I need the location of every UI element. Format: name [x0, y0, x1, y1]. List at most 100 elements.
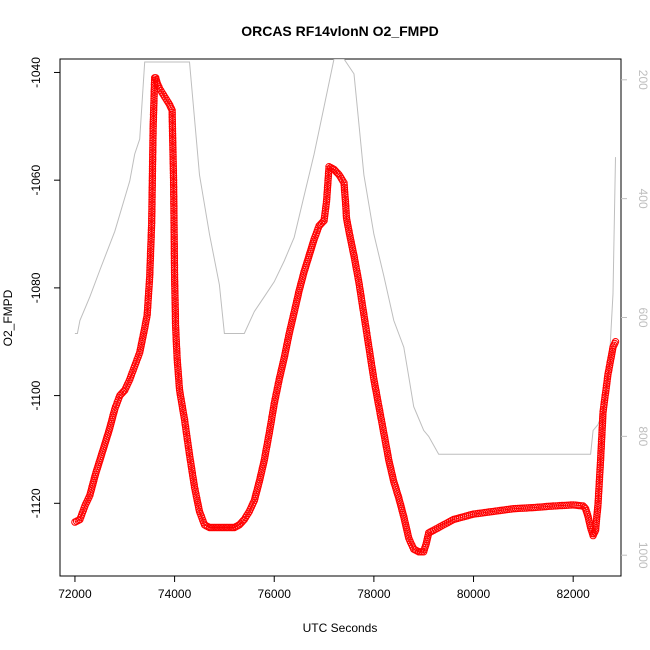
data-point [597, 447, 605, 455]
data-point [150, 101, 158, 110]
data-point [361, 318, 369, 326]
y-tick-label: -1040 [29, 57, 43, 88]
data-point [171, 312, 180, 320]
data-point [148, 186, 156, 194]
data-point [180, 416, 189, 424]
data-point [170, 230, 178, 239]
data-point [146, 250, 155, 258]
data-point [183, 432, 191, 440]
data-point [369, 371, 377, 379]
data-point [598, 417, 607, 425]
data-point [600, 398, 608, 406]
data-point [146, 254, 155, 263]
data-point [599, 415, 607, 423]
data-point [170, 219, 178, 227]
data-point [594, 504, 602, 512]
data-point [170, 271, 179, 279]
data-point [174, 368, 182, 376]
data-point [240, 515, 249, 524]
data-point [169, 181, 178, 189]
data-point [148, 179, 157, 187]
data-point [599, 410, 607, 418]
data-point [171, 319, 180, 327]
data-point [601, 393, 609, 402]
data-point [595, 487, 603, 495]
data-point [604, 372, 612, 381]
data-point [149, 151, 157, 159]
data-point [341, 190, 349, 199]
data-point [148, 162, 157, 171]
data-point [596, 468, 604, 476]
data-point [241, 513, 250, 522]
data-point [323, 184, 332, 192]
data-point [181, 418, 189, 426]
data-point [173, 347, 181, 355]
data-point [190, 481, 198, 489]
axes-layer: 72000 74000 76000 78000 80000 82000 -1040 -1060… [29, 57, 650, 601]
data-point [147, 224, 156, 232]
data-point [148, 205, 156, 213]
data-point [175, 379, 183, 387]
data-point [596, 461, 604, 469]
data-point [596, 463, 604, 472]
data-point [320, 214, 329, 222]
data-point [168, 111, 176, 119]
data-point [170, 193, 178, 201]
data-point [182, 425, 190, 433]
data-point [188, 469, 197, 477]
data-point [173, 349, 181, 357]
data-point [148, 200, 156, 209]
data-point [145, 285, 153, 293]
data-point [169, 143, 177, 152]
data-point [358, 301, 367, 310]
data-point [265, 429, 273, 437]
secondary-series-line [74, 59, 616, 455]
data-point [170, 188, 178, 196]
data-point [322, 198, 331, 206]
data-point [600, 401, 608, 409]
data-point [597, 454, 605, 462]
data-point [148, 195, 156, 204]
data-point [594, 497, 602, 505]
data-point [148, 217, 156, 225]
data-point [340, 181, 348, 189]
data-point [172, 333, 180, 341]
data-point [149, 141, 157, 149]
data-point [170, 256, 179, 265]
data-point [341, 193, 349, 201]
data-point [143, 308, 152, 317]
data-point [173, 361, 182, 369]
data-point [168, 108, 176, 117]
data-point [599, 405, 608, 414]
data-point [147, 235, 155, 244]
data-point [160, 93, 169, 101]
data-point [170, 204, 178, 213]
data-point [336, 173, 344, 181]
data-point [342, 202, 350, 211]
data-point [150, 94, 158, 103]
data-point [144, 297, 152, 305]
data-point [144, 301, 152, 310]
data-point [144, 294, 153, 302]
data-point [341, 195, 349, 204]
data-point [595, 473, 604, 481]
data-point [185, 446, 193, 454]
data-point [321, 207, 329, 215]
data-point [148, 174, 157, 183]
data-point [598, 421, 607, 430]
data-point [187, 460, 195, 468]
data-point [171, 284, 179, 293]
data-point [364, 338, 372, 347]
data-point [594, 494, 603, 503]
data-point [146, 271, 154, 279]
data-point [144, 304, 152, 312]
data-point [600, 396, 609, 404]
primary-series-layer [71, 74, 620, 556]
data-point [148, 203, 156, 211]
data-point [148, 214, 156, 223]
data-point [146, 266, 154, 274]
data-point [597, 442, 605, 451]
data-point [594, 499, 602, 507]
data-point [169, 141, 177, 149]
